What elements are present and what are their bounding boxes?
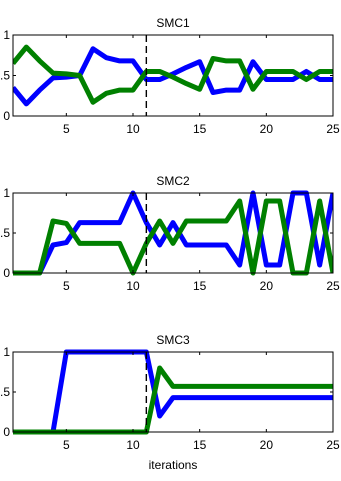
x-tick-label: 5 [63, 122, 70, 136]
chart-panel-1: SMC1 5 10 15 20 25 0 0.5 1 [0, 16, 340, 136]
y-tick-label: 0 [3, 109, 10, 123]
chart-panel-2: SMC2 5 10 15 20 25 0 0.5 1 [0, 174, 340, 293]
y-tick-label: 0 [3, 425, 10, 439]
x-tick-label: 5 [63, 279, 70, 293]
series-line-2 [13, 44, 333, 105]
x-tick-label: 20 [260, 438, 274, 452]
y-tick-label: 0.5 [0, 69, 10, 83]
series-line-1 [13, 46, 333, 107]
x-axis-label: iterations [149, 458, 198, 472]
x-tick-label: 10 [126, 279, 140, 293]
x-tick-label: 15 [193, 279, 207, 293]
x-tick-label: 20 [260, 279, 274, 293]
y-tick-label: 0.5 [0, 226, 10, 240]
y-tick-label: 1 [3, 186, 10, 200]
x-tick-label: 5 [63, 438, 70, 452]
x-tick-label: 20 [260, 122, 274, 136]
chart-title: SMC2 [156, 174, 190, 188]
x-tick-label: 25 [326, 122, 340, 136]
series-group [13, 190, 333, 276]
x-tick-label: 10 [126, 122, 140, 136]
x-tick-label: 15 [193, 438, 207, 452]
y-tick-label: 1 [3, 28, 10, 42]
chart-title: SMC1 [156, 16, 190, 30]
series-group [13, 349, 333, 435]
y-tick-label: 0.5 [0, 385, 10, 399]
y-tick-label: 0 [3, 266, 10, 280]
series-line-1 [13, 190, 333, 276]
y-tick-label: 1 [3, 345, 10, 359]
x-tick-label: 10 [126, 438, 140, 452]
series-line-2 [13, 198, 333, 276]
x-tick-label: 15 [193, 122, 207, 136]
series-line-1 [13, 349, 333, 435]
chart-panel-3: SMC3 5 10 15 20 25 0 0.5 1 iterations [0, 333, 340, 472]
series-group [13, 44, 333, 107]
chart-title: SMC3 [156, 333, 190, 347]
x-tick-label: 25 [326, 279, 340, 293]
x-tick-label: 25 [326, 438, 340, 452]
